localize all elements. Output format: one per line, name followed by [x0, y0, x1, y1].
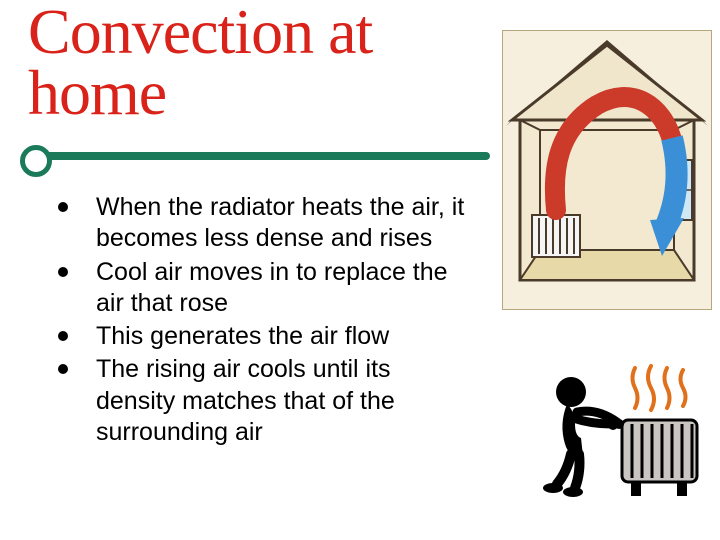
bullet-list: When the radiator heats the air, it beco…: [48, 192, 468, 448]
bullet-text: The rising air cools until its density m…: [96, 355, 395, 446]
heat-waves-icon: [633, 366, 686, 410]
person-radiator-diagram: [537, 360, 702, 510]
person-icon: [543, 377, 624, 497]
house-svg: [502, 30, 712, 310]
bullet-content: When the radiator heats the air, it beco…: [48, 192, 468, 450]
radiator-icon: [532, 215, 580, 257]
list-item: This generates the air flow: [48, 321, 468, 352]
bullet-text: This generates the air flow: [96, 322, 389, 350]
list-item: The rising air cools until its density m…: [48, 354, 468, 448]
radiator-icon: [622, 420, 697, 496]
house-convection-diagram: [502, 30, 712, 310]
stickfigure-svg: [537, 360, 702, 510]
bullet-text: When the radiator heats the air, it beco…: [96, 193, 464, 252]
bullet-text: Cool air moves in to replace the air tha…: [96, 258, 448, 317]
list-item: Cool air moves in to replace the air tha…: [48, 257, 468, 320]
title-line-2: home: [28, 57, 166, 128]
list-item: When the radiator heats the air, it beco…: [48, 192, 468, 255]
title-underline: [22, 152, 490, 160]
